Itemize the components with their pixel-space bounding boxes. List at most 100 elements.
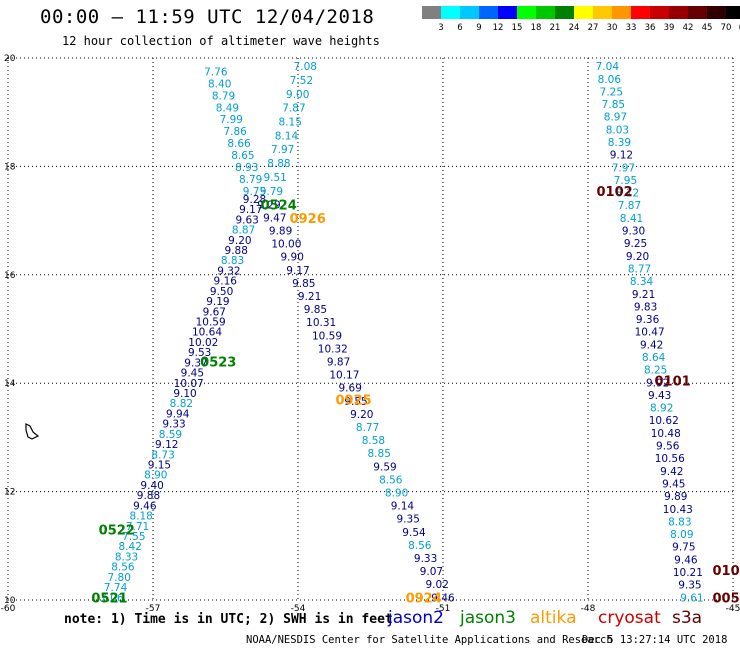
y-tick-label: 12 <box>4 488 15 498</box>
legend-cryosat: cryosat <box>598 608 661 628</box>
wave-height-value: 10.56 <box>655 453 685 465</box>
generated-timestamp: Dec 5 13:27:14 UTC 2018 <box>582 634 728 646</box>
x-tick-label: -45 <box>726 604 740 614</box>
color-scale-label: 9 <box>476 23 481 33</box>
color-scale-label: 3 <box>438 23 443 33</box>
wave-height-value: 9.17 <box>239 204 262 216</box>
color-swatch <box>536 6 555 19</box>
wave-height-value: 7.97 <box>271 144 294 156</box>
wave-height-value: 10.02 <box>188 337 218 349</box>
wave-height-value: 9.85 <box>292 278 315 290</box>
wave-height-value: 10.59 <box>196 316 226 328</box>
wave-height-value: 9.12 <box>155 439 178 451</box>
color-swatch <box>498 6 517 19</box>
y-tick-label: 20 <box>4 54 16 64</box>
pass-time-label: 0522 <box>99 524 135 539</box>
wave-height-value: 8.64 <box>642 352 666 364</box>
wave-height-value: 9.75 <box>243 186 266 198</box>
wave-height-value: 9.75 <box>672 542 695 554</box>
wave-height-value: 9.69 <box>339 383 362 395</box>
color-swatch <box>441 6 460 19</box>
color-swatch <box>460 6 479 19</box>
y-tick-label: 14 <box>4 379 16 389</box>
wave-height-value: 9.37 <box>184 357 207 369</box>
wave-height-value: 8.66 <box>227 138 251 150</box>
color-swatch <box>650 6 669 19</box>
wave-height-value: 9.43 <box>648 390 671 402</box>
pass-time-label: 0925 <box>335 393 371 408</box>
wave-height-value: 9.15 <box>148 460 171 472</box>
wave-height-value: 8.06 <box>598 74 622 86</box>
color-scale-label: 30 <box>607 23 618 33</box>
wave-height-value: 9.20 <box>626 251 649 263</box>
wave-height-value: 7.85 <box>602 99 625 111</box>
wave-height-value: 8.85 <box>368 448 391 460</box>
wave-height-value: 9.83 <box>634 301 657 313</box>
color-swatch <box>688 6 707 19</box>
y-tick-label: 18 <box>4 162 16 172</box>
wave-height-value: 8.83 <box>668 516 691 528</box>
wave-height-value: 9.50 <box>210 286 233 298</box>
wave-height-value: 9.46 <box>431 592 455 604</box>
wave-height-value: 8.90 <box>385 488 408 500</box>
wave-height-value: 8.77 <box>628 263 651 275</box>
wave-height-values: 7.067.747.808.568.338.427.557.718.189.46… <box>100 61 703 604</box>
wave-height-value: 7.06 <box>100 592 124 604</box>
wave-height-value: 9.33 <box>162 419 185 431</box>
wave-height-value: 9.20 <box>228 235 251 247</box>
wave-height-value: 8.33 <box>115 551 138 563</box>
wave-height-value: 9.53 <box>188 347 211 359</box>
wave-height-value: 9.88 <box>225 245 248 257</box>
wave-height-value: 9.94 <box>166 408 190 420</box>
color-scale-label: 12 <box>493 23 504 33</box>
wave-height-value: 9.47 <box>263 212 286 224</box>
legend-altika: altika <box>530 608 577 628</box>
color-scale-label: 70 <box>721 23 732 33</box>
wave-height-value: 10.59 <box>312 330 342 342</box>
color-scale-label: 18 <box>531 23 542 33</box>
wave-height-value: 8.58 <box>362 435 385 447</box>
wave-height-value: 9.25 <box>624 238 647 250</box>
legend-jason3: jason3 <box>460 608 516 628</box>
wave-height-value: 9.89 <box>269 226 292 238</box>
wave-height-value: 8.82 <box>170 398 193 410</box>
color-scale-label: 36 <box>645 23 656 33</box>
legend-s3a: s3a <box>672 608 703 628</box>
color-swatch <box>669 6 688 19</box>
wave-height-value: 9.63 <box>235 214 258 226</box>
wave-height-value: 10.32 <box>318 343 348 355</box>
wave-height-value: 9.33 <box>414 553 437 565</box>
wave-height-value: 8.79 <box>239 174 262 186</box>
wave-height-value: 8.18 <box>129 511 152 523</box>
wave-height-value: 7.55 <box>122 531 145 543</box>
pass-time-label: 0524 <box>261 198 297 213</box>
wave-height-value: 9.61 <box>680 592 703 604</box>
wave-height-value: 7.87 <box>282 103 305 115</box>
wave-height-value: 8.83 <box>221 255 244 267</box>
wave-height-value: 9.55 <box>344 396 367 408</box>
color-scale-label: 21 <box>550 23 561 33</box>
color-scale-label: 27 <box>588 23 599 33</box>
x-tick-label: -60 <box>1 604 16 614</box>
color-swatch <box>593 6 612 19</box>
credit-line: NOAA/NESDIS Center for Satellite Applica… <box>246 634 613 646</box>
wave-height-value: 10.47 <box>635 327 665 339</box>
x-tick-label: -51 <box>436 604 451 614</box>
color-scale-label: 39 <box>664 23 675 33</box>
wave-height-value: 9.14 <box>391 501 415 513</box>
wave-height-value: 9.85 <box>304 304 327 316</box>
wave-height-value: 8.92 <box>650 403 673 415</box>
y-tick-label: 16 <box>4 271 16 281</box>
wave-height-value: 9.35 <box>678 580 701 592</box>
color-swatch <box>631 6 650 19</box>
wave-height-value: 9.21 <box>298 291 321 303</box>
wave-height-value: 7.08 <box>294 61 317 73</box>
wave-height-value: 9.79 <box>260 186 283 198</box>
wave-height-value: 9.56 <box>656 441 680 453</box>
x-tick-label: -48 <box>581 604 596 614</box>
wave-height-value: 8.12 <box>616 188 639 200</box>
wave-height-value: 9.00 <box>286 89 309 101</box>
color-scale-label: (ft) <box>739 23 740 33</box>
